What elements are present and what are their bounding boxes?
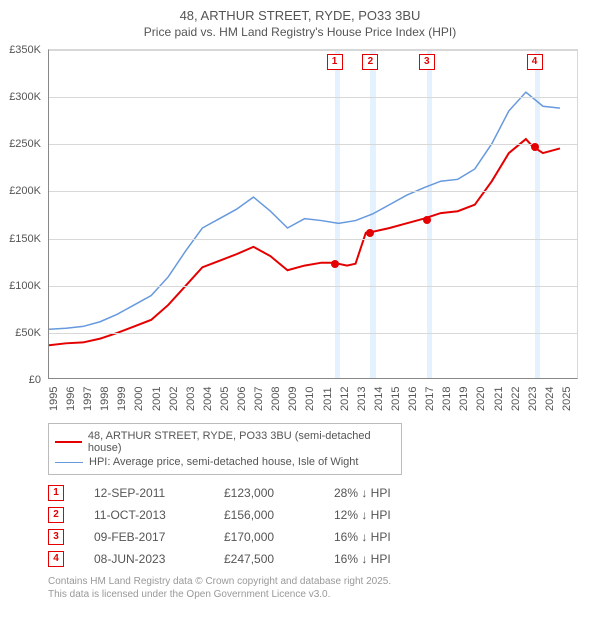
- x-tick-label: 1997: [82, 387, 94, 411]
- x-tick-label: 2014: [373, 387, 385, 411]
- legend-swatch: [55, 462, 83, 463]
- x-tick-label: 2002: [168, 387, 180, 411]
- data-point-dot: [423, 216, 431, 224]
- data-point-dot: [331, 260, 339, 268]
- y-tick-label: £0: [0, 374, 41, 386]
- y-tick-label: £50K: [0, 327, 41, 339]
- x-tick-label: 2022: [510, 387, 522, 411]
- x-tick-label: 1999: [116, 387, 128, 411]
- transaction-row: 4 08-JUN-2023£247,50016% ↓ HPI: [48, 551, 600, 567]
- footer-text: Contains HM Land Registry data © Crown c…: [48, 575, 600, 601]
- transaction-marker: 2: [48, 507, 64, 523]
- data-point-dot: [366, 229, 374, 237]
- footer-line2: This data is licensed under the Open Gov…: [48, 588, 600, 601]
- legend-item: 48, ARTHUR STREET, RYDE, PO33 3BU (semi-…: [55, 430, 395, 454]
- x-tick-label: 1996: [65, 387, 77, 411]
- title-line2: Price paid vs. HM Land Registry's House …: [0, 25, 600, 39]
- x-tick-label: 2025: [561, 387, 573, 411]
- transaction-date: 12-SEP-2011: [94, 486, 224, 500]
- chart-marker: 2: [362, 54, 378, 70]
- transaction-marker: 3: [48, 529, 64, 545]
- transaction-delta: 16% ↓ HPI: [334, 552, 444, 566]
- legend-swatch: [55, 441, 82, 443]
- x-tick-label: 2000: [133, 387, 145, 411]
- x-tick-label: 1995: [48, 387, 60, 411]
- transaction-price: £247,500: [224, 552, 334, 566]
- transaction-row: 3 09-FEB-2017£170,00016% ↓ HPI: [48, 529, 600, 545]
- x-tick-label: 2021: [493, 387, 505, 411]
- y-tick-label: £250K: [0, 138, 41, 150]
- x-tick-label: 2009: [287, 387, 299, 411]
- x-tick-label: 2007: [253, 387, 265, 411]
- x-tick-label: 2008: [270, 387, 282, 411]
- chart-svg: [49, 50, 577, 378]
- x-axis-labels: 1995 1996 1997 1998 1999 2000 2001 2002 2003 2004…: [48, 379, 578, 419]
- transaction-price: £170,000: [224, 530, 334, 544]
- transaction-delta: 16% ↓ HPI: [334, 530, 444, 544]
- title-block: 48, ARTHUR STREET, RYDE, PO33 3BU Price …: [0, 0, 600, 39]
- x-tick-label: 2006: [236, 387, 248, 411]
- legend-item: HPI: Average price, semi-detached house,…: [55, 456, 395, 468]
- x-tick-label: 2012: [339, 387, 351, 411]
- chart-marker: 3: [419, 54, 435, 70]
- transaction-date: 08-JUN-2023: [94, 552, 224, 566]
- y-tick-label: £300K: [0, 91, 41, 103]
- transaction-price: £156,000: [224, 508, 334, 522]
- chart-container: 48, ARTHUR STREET, RYDE, PO33 3BU Price …: [0, 0, 600, 601]
- transaction-delta: 28% ↓ HPI: [334, 486, 444, 500]
- x-tick-label: 2011: [322, 387, 334, 411]
- x-tick-label: 2010: [304, 387, 316, 411]
- title-line1: 48, ARTHUR STREET, RYDE, PO33 3BU: [0, 8, 600, 23]
- x-tick-label: 2017: [424, 387, 436, 411]
- legend-label: HPI: Average price, semi-detached house,…: [89, 456, 358, 468]
- transaction-row: 2 11-OCT-2013£156,00012% ↓ HPI: [48, 507, 600, 523]
- transaction-marker: 1: [48, 485, 64, 501]
- x-tick-label: 2013: [356, 387, 368, 411]
- x-tick-label: 2016: [407, 387, 419, 411]
- chart-marker: 1: [327, 54, 343, 70]
- transaction-table: 1 12-SEP-2011£123,00028% ↓ HPI 2 11-OCT-201…: [48, 485, 600, 567]
- x-tick-label: 2018: [441, 387, 453, 411]
- data-point-dot: [531, 143, 539, 151]
- transaction-row: 1 12-SEP-2011£123,00028% ↓ HPI: [48, 485, 600, 501]
- transaction-date: 11-OCT-2013: [94, 508, 224, 522]
- transaction-marker: 4: [48, 551, 64, 567]
- transaction-price: £123,000: [224, 486, 334, 500]
- y-tick-label: £150K: [0, 233, 41, 245]
- legend-label: 48, ARTHUR STREET, RYDE, PO33 3BU (semi-…: [88, 430, 395, 454]
- x-tick-label: 2023: [527, 387, 539, 411]
- x-tick-label: 1998: [99, 387, 111, 411]
- chart-plot-area: £0£50K£100K£150K£200K£250K£300K£350K1234: [48, 49, 578, 379]
- x-tick-label: 2001: [151, 387, 163, 411]
- legend-box: 48, ARTHUR STREET, RYDE, PO33 3BU (semi-…: [48, 423, 402, 475]
- x-tick-label: 2024: [544, 387, 556, 411]
- chart-marker: 4: [527, 54, 543, 70]
- transaction-date: 09-FEB-2017: [94, 530, 224, 544]
- x-tick-label: 2005: [219, 387, 231, 411]
- x-tick-label: 2015: [390, 387, 402, 411]
- footer-line1: Contains HM Land Registry data © Crown c…: [48, 575, 600, 588]
- transaction-delta: 12% ↓ HPI: [334, 508, 444, 522]
- y-tick-label: £100K: [0, 280, 41, 292]
- x-tick-label: 2019: [458, 387, 470, 411]
- x-tick-label: 2020: [475, 387, 487, 411]
- x-tick-label: 2004: [202, 387, 214, 411]
- y-tick-label: £200K: [0, 185, 41, 197]
- x-tick-label: 2003: [185, 387, 197, 411]
- y-tick-label: £350K: [0, 44, 41, 56]
